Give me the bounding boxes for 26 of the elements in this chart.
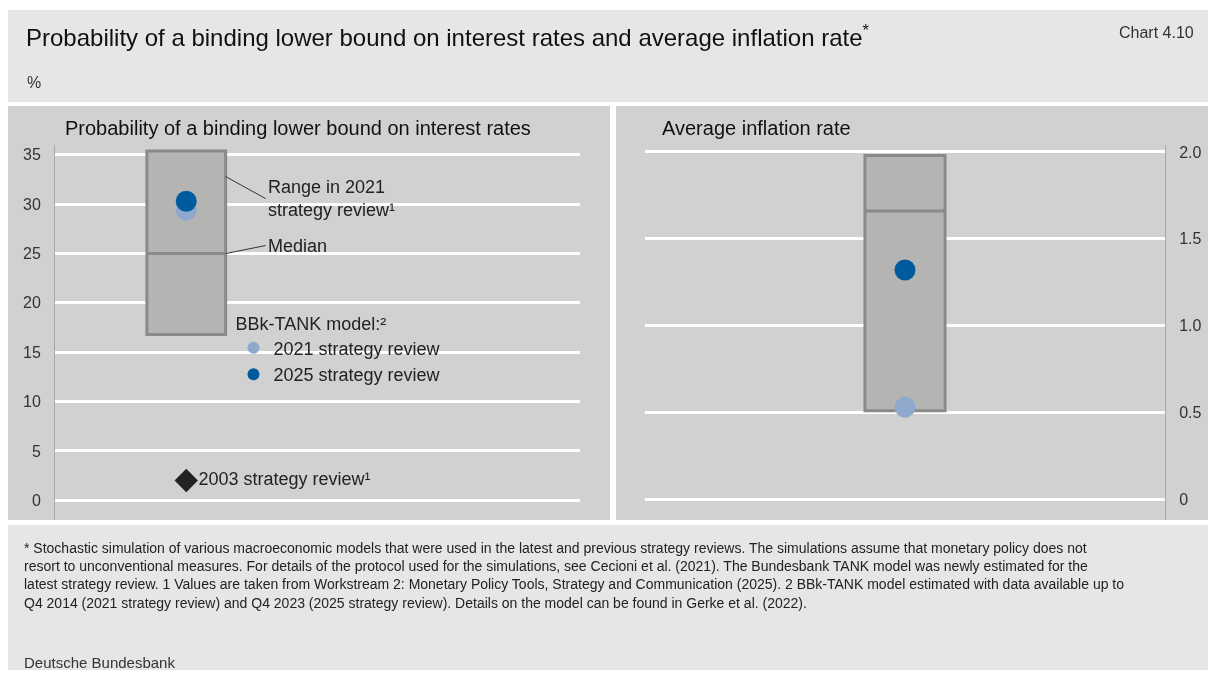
y-tick-label: 0 [1179,490,1189,508]
y-tick-label: 10 [23,393,41,411]
y-tick-label: 15 [23,343,41,361]
legend-title: BBk-TANK model:² [235,313,387,334]
y-tick-label: 1.5 [1179,230,1202,248]
y-axis-title: % [27,74,42,91]
y-tick-label: 20 [23,294,41,312]
y-tick-label: 5 [31,442,41,460]
chart-title: Probability of a binding lower bound on interest rates and average inflation rate$^{*}$ [26,21,870,52]
y-tick-label: 0 [31,491,41,509]
y-tick-label: 2.0 [1179,143,1202,161]
y-tick-label: 30 [23,195,41,213]
legend-label: 2021 strategy review [273,338,441,359]
series-label: 2003 strategy review¹ [198,469,371,490]
chart-subtitle: Probability of a binding lower bound on interest rates [65,117,531,139]
y-tick-label: 0.5 [1179,403,1202,421]
annotation: Range in 2021 strategy review¹ [268,177,396,221]
y-tick-label: 25 [23,245,41,263]
caption: Chart 4.10 [1119,24,1194,41]
legend-label: 2025 strategy review [273,365,441,386]
annotation: Median [268,236,328,256]
y-tick-label: 1.0 [1179,317,1202,335]
text: Deutsche Bundesbank [24,654,176,671]
y-tick-label: 35 [23,146,41,164]
text: * Stochastic simulation of various macroeconomic models that were used in the latest and previous strategy reviews. The simulations assume that monetary policy does not resort to unconventional measures. For details of the protocol used for the simulations, see Cecioni et al. (2021). The Bundesbank TANK model was newly estimated for the latest strategy review. 1 Values are taken from Workstream 2: Monetary Policy Tools, Strategy and Communication (2025). 2 BBk-TANK model estimated with data available up to Q4 2014 (2021 strategy review) and Q4 2023 (2025 strategy review). Details on the model can be found in Gerke et al. (2022). [24,540,1125,611]
chart-title: Average inflation rate [662,117,851,139]
